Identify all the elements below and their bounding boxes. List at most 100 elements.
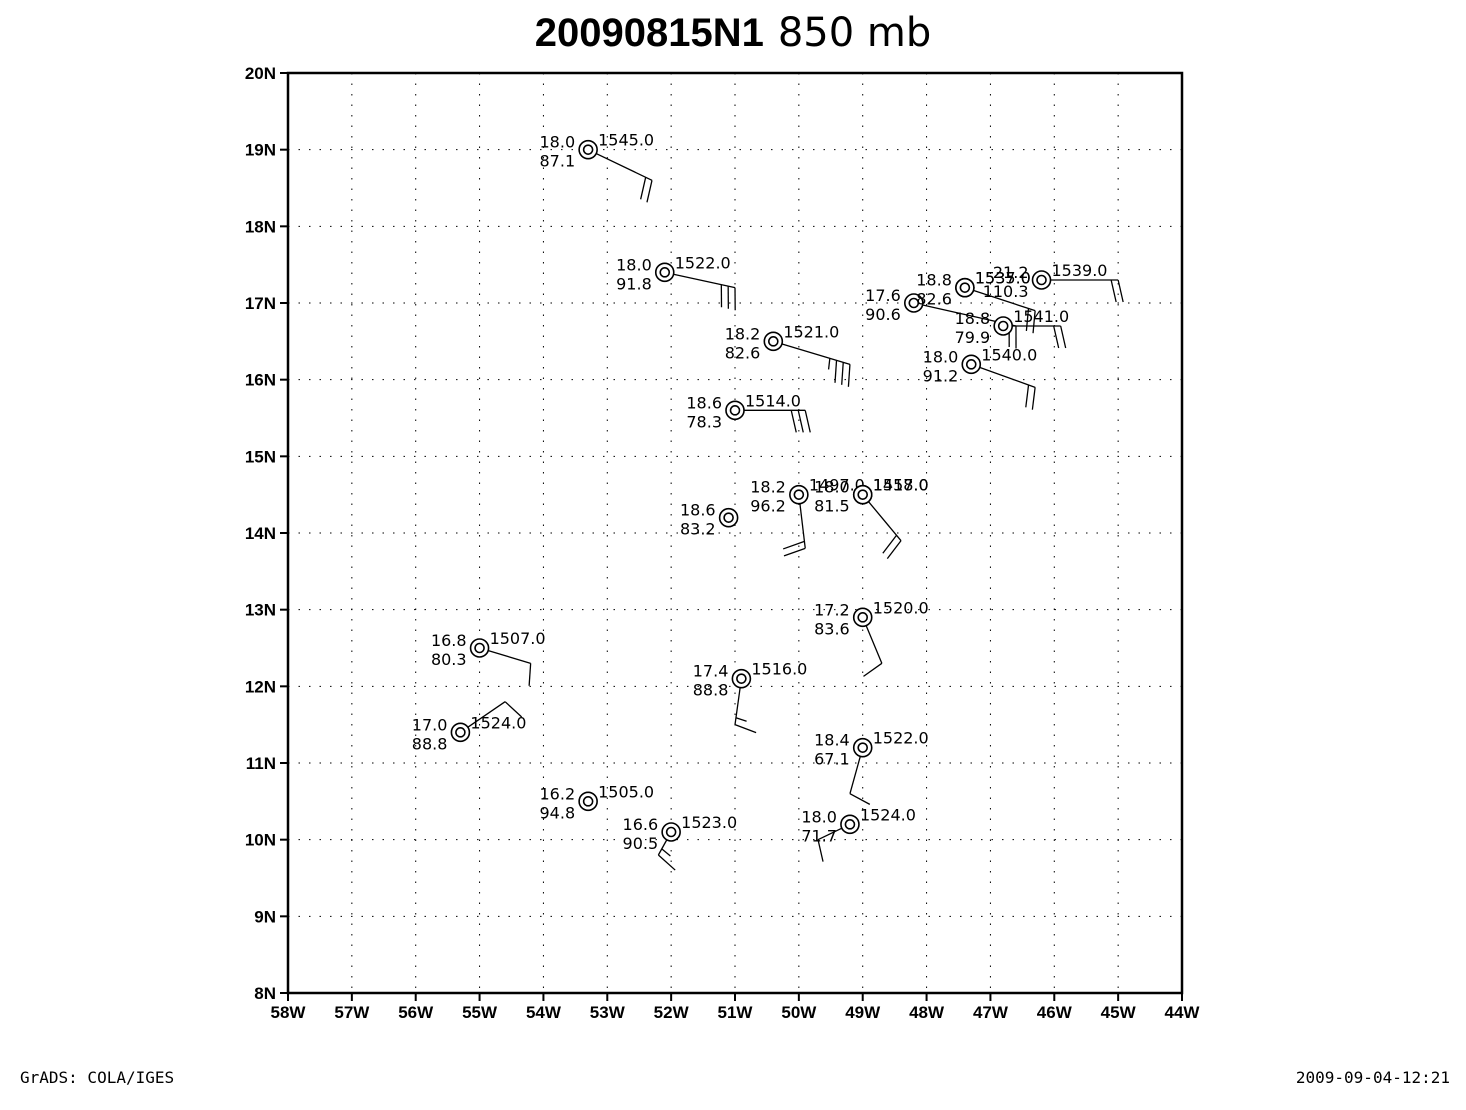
wind-barb [1060,325,1067,349]
wind-shaft [773,340,851,365]
station-circle-outer [469,638,490,658]
station-geopotential-height: 1537.0 [975,269,1031,288]
x-tick-label: 49W [845,1003,881,1022]
wind-barb [1117,279,1124,303]
wind-barb [504,701,523,718]
station-geopotential-height: 1524.0 [860,805,916,824]
station-temperature: 18.0 [540,133,576,152]
x-tick-label: 58W [271,1003,307,1022]
station-temperature: 21.2 [993,263,1029,282]
station-circle-inner [793,489,805,500]
y-tick-label: 10N [245,831,276,850]
station-humidity: 82.6 [916,290,952,309]
station-geopotential-height: 1505.0 [598,782,654,801]
station-temperature: 18.0 [801,807,837,826]
station-circle-outer [763,331,784,352]
x-tick-label: 50W [781,1003,817,1022]
station-circle-inner [768,336,779,347]
station-circle-outer [961,354,982,375]
station-geopotential-height: 1522.0 [873,729,929,748]
station: 18.091.2 1540.0 [923,345,1037,410]
wind-barb [886,540,902,559]
wind-shaft [664,271,736,289]
wind-barb [817,839,824,862]
y-tick-label: 18N [245,217,276,236]
wind-barb [797,410,804,433]
station-geopotential-height: 1518.0 [873,476,929,495]
x-tick-label: 47W [973,1003,1009,1022]
station-humidity: 71.7 [801,826,837,845]
grid-lines [288,73,1182,993]
station: 17.488.8 1516.0 [693,660,807,734]
station-temperature: 18.2 [725,324,761,343]
station: 1535.0 [955,269,1031,298]
station-geopotential-height: 1545.0 [598,131,654,150]
station-circle-inner [474,642,485,654]
station-geopotential-height: 1541.0 [1013,307,1069,326]
station-geopotential-height: 1539.0 [1052,261,1108,280]
x-tick-label: 44W [1165,1003,1201,1022]
station-circle-inner [857,742,869,753]
wind-barb [847,364,851,387]
wind-barb [1032,310,1036,334]
wind-shaft [862,494,902,542]
x-tick-label: 56W [398,1003,434,1022]
title-pressure-level: 850 mb [777,10,932,56]
y-tick-label: 17N [245,294,276,313]
station-humidity: 83.6 [814,619,850,638]
wind-half-barb [735,717,747,722]
x-tick-label: 57W [334,1003,370,1022]
station-circle-outer [993,316,1014,336]
station-temperature: 18.4 [814,731,850,750]
wind-barb [1025,308,1030,332]
y-tick-label: 13N [245,601,276,620]
wind-barb [882,534,898,554]
station-circle-outer [654,262,675,283]
wind-barb [841,362,844,385]
wind-barb [849,793,871,805]
station-geopotential-height: 1516.0 [751,660,807,679]
y-tick-label: 14N [245,524,276,543]
station-circle-inner [736,673,747,684]
wind-barb [783,547,806,557]
wind-barb [1025,384,1030,408]
station-humidity: 90.6 [865,305,901,324]
station-circle-outer [725,400,745,421]
station-temperature: 18.8 [916,271,952,290]
station-temperature: 18.0 [814,478,850,497]
station-geopotential-height: 1497.0 [809,476,865,495]
station-humidity: 82.6 [725,343,761,362]
station-circle-outer [852,484,873,505]
station-geopotential-height: 1524.0 [470,713,526,732]
station-circle-outer [852,607,873,628]
station-circle-inner [723,512,734,523]
y-tick-label: 11N [246,754,276,773]
station: 18.081.5 1518.0 [814,476,929,559]
wind-barb [734,724,757,734]
y-axis: 8N 9N 10N 11N 12N 13N 14N 15N 16N 17N 18N 19N 20N [245,64,288,1003]
y-tick-label: 8N [254,984,276,1003]
x-tick-label: 53W [590,1003,626,1022]
wind-barb [646,180,653,203]
station-circle-inner [582,144,594,155]
wind-barb [790,410,797,433]
station-circle-outer [578,139,598,160]
station-humidity: 91.8 [616,274,652,293]
station-temperature: 18.6 [680,501,716,520]
station: 18.071.7 1524.0 [801,805,916,862]
wind-barb [657,854,676,871]
wind-barb [1031,387,1036,410]
wind-barb [863,662,883,677]
station-geopotential-height: 1535.0 [975,269,1031,288]
x-axis: 58W 57W 56W 55W 54W 53W 52W 51W 50W 49W 48W 47W 46W 4… [271,993,1201,1022]
plot-frame [286,71,1184,995]
station: 18.683.2 [680,501,739,539]
station-circle-outer [731,668,752,689]
station-circle-outer [578,791,598,812]
x-tick-label: 45W [1101,1003,1137,1022]
station-humidity: 81.5 [814,497,850,516]
y-tick-label: 15N [245,447,276,466]
station-temperature: 16.2 [540,784,576,803]
station-circle-inner [844,819,856,830]
station-temperature: 18.0 [923,347,959,366]
